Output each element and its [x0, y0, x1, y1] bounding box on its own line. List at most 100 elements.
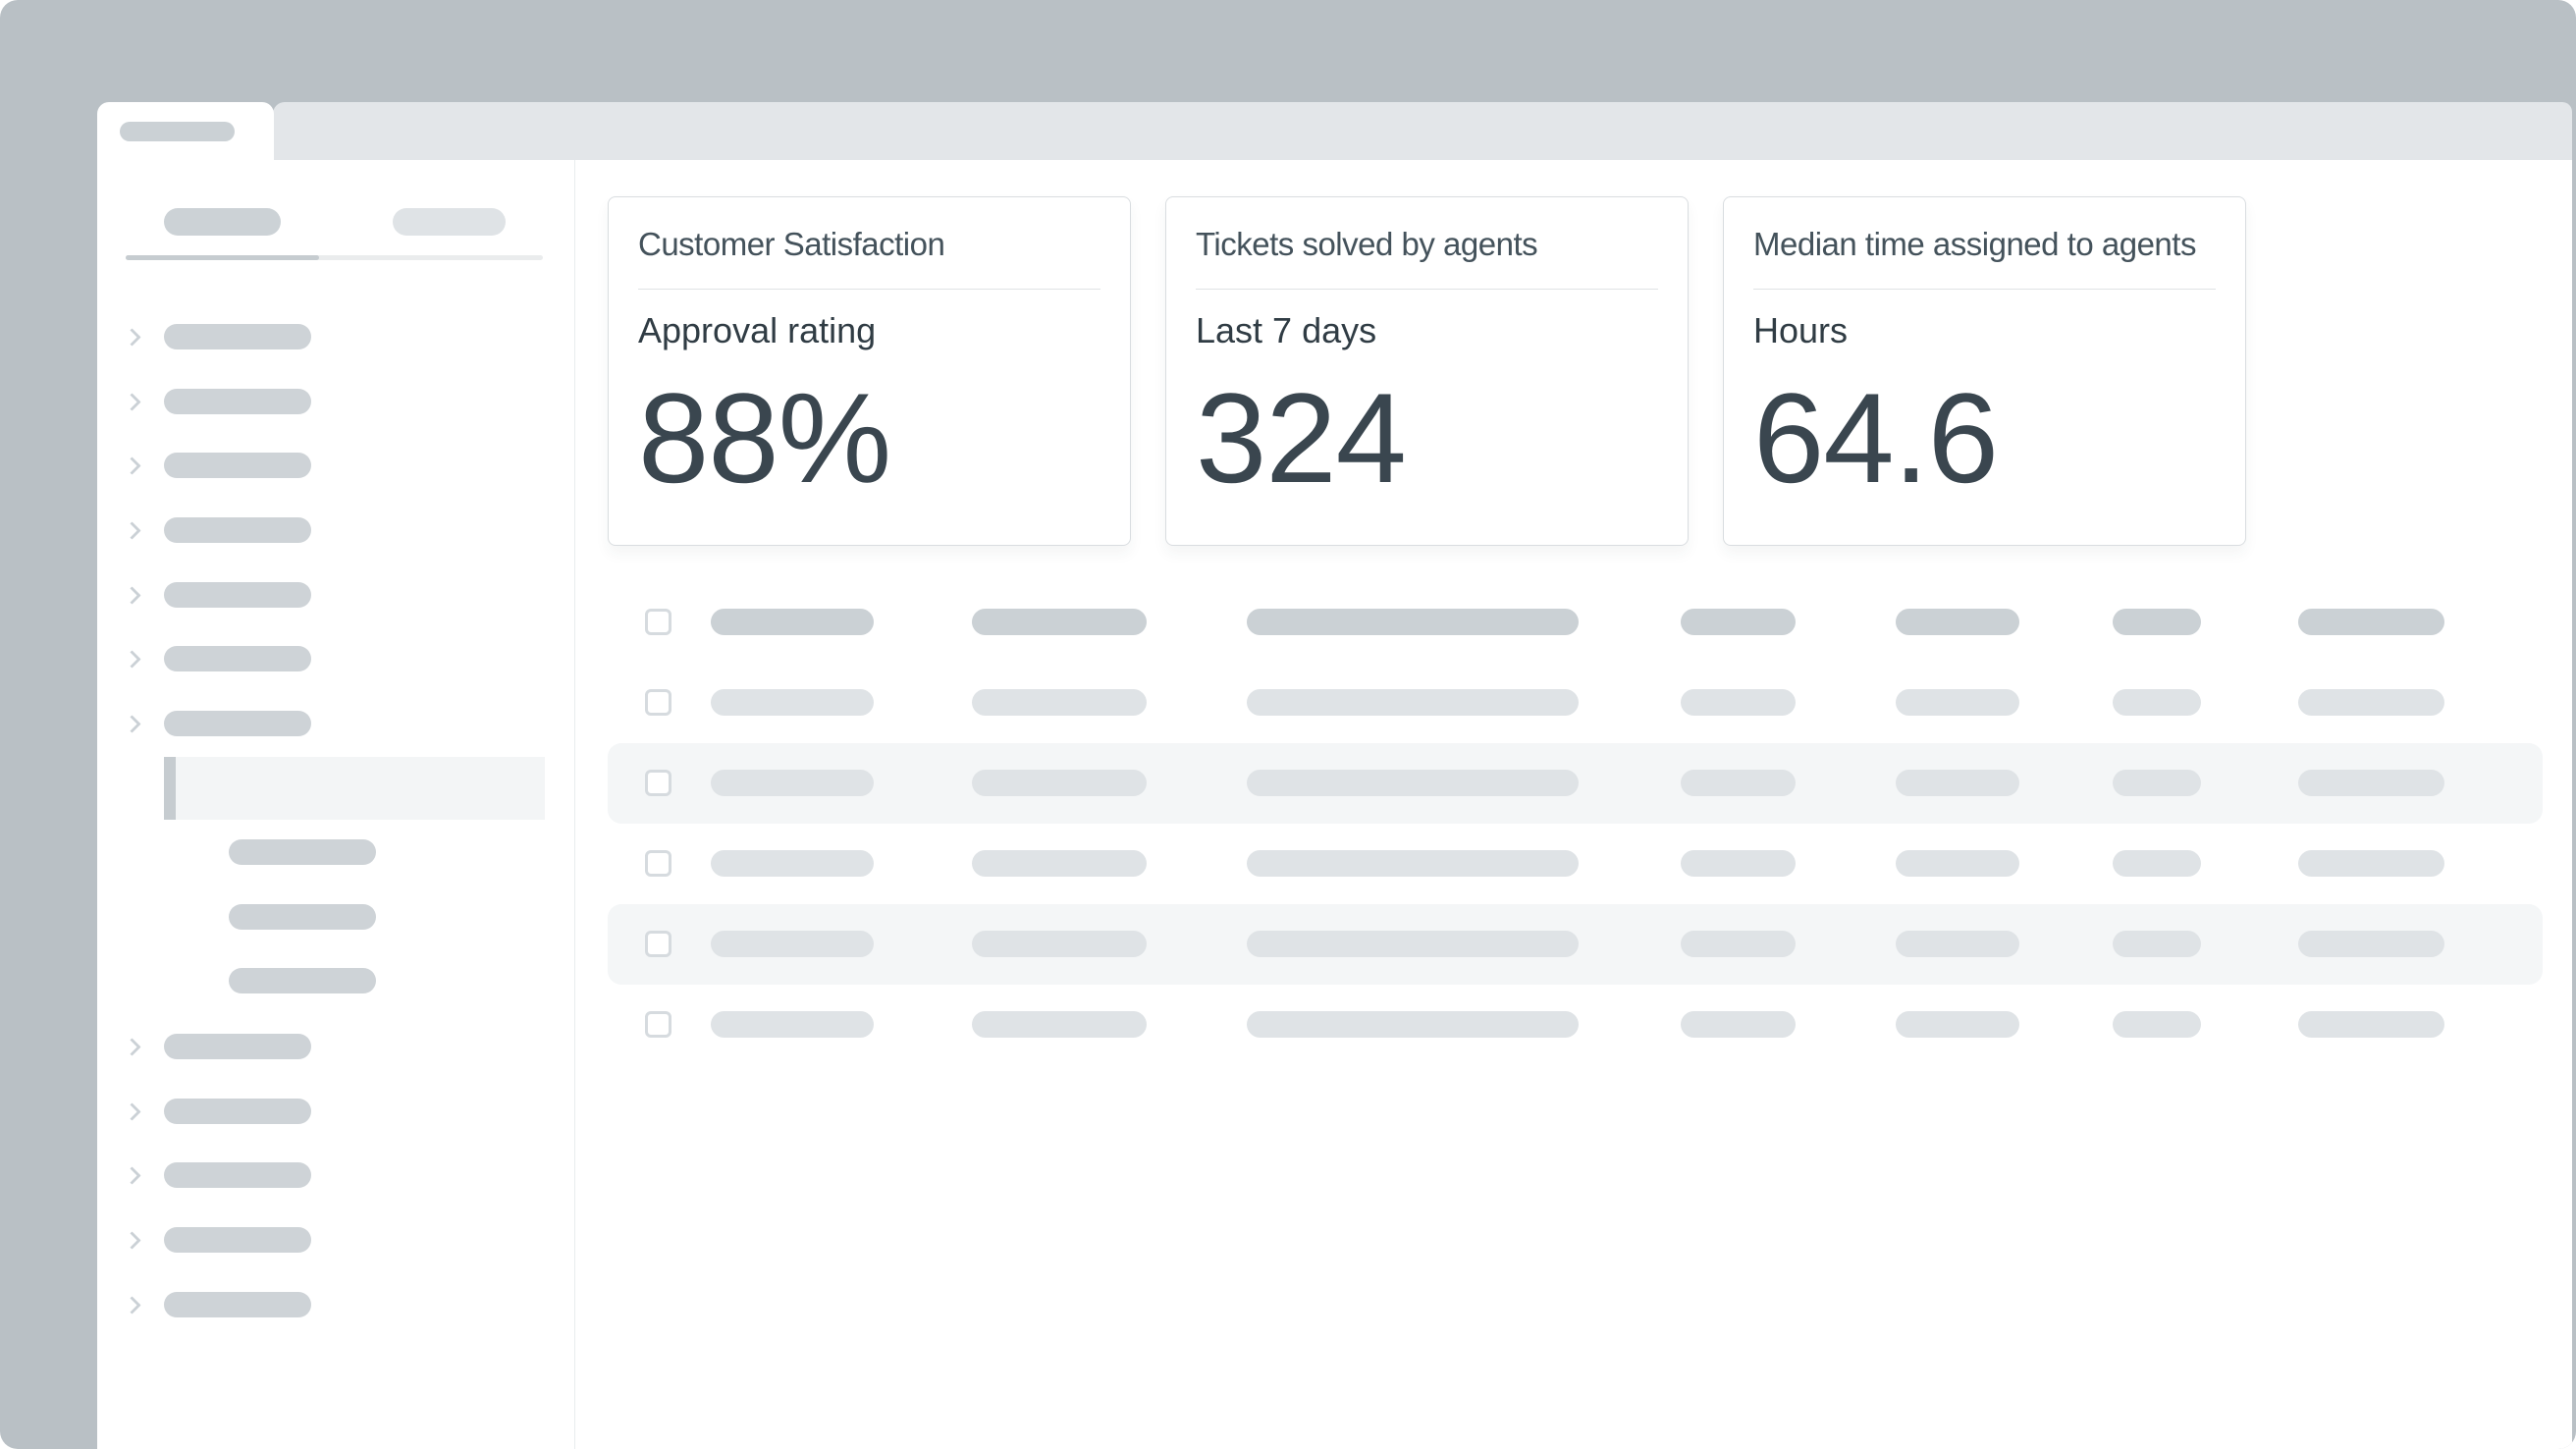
tab-title-placeholder — [120, 121, 235, 141]
cell-placeholder — [1896, 931, 2019, 957]
sidebar-nav-top-item[interactable] — [97, 324, 311, 349]
row-checkbox[interactable] — [645, 931, 671, 957]
cell-placeholder — [1247, 1011, 1579, 1038]
chevron-right-icon — [125, 1167, 140, 1183]
chevron-right-icon — [125, 587, 140, 603]
table-row[interactable] — [608, 663, 2543, 743]
row-checkbox[interactable] — [645, 770, 671, 796]
sidebar-tab-inactive[interactable] — [393, 208, 506, 236]
sidebar-sub-item[interactable] — [229, 903, 376, 930]
window-body: Customer Satisfaction Approval rating 88% T… — [97, 160, 2572, 1449]
cell-placeholder — [711, 1011, 874, 1038]
row-checkbox[interactable] — [645, 689, 671, 716]
sidebar-tabs-divider — [126, 255, 543, 260]
sidebar-item-label-placeholder — [164, 646, 311, 672]
browser-tab[interactable] — [97, 102, 274, 160]
sidebar-sub-items — [229, 839, 376, 994]
sidebar-item-label-placeholder — [164, 388, 311, 414]
table-row[interactable] — [608, 985, 2543, 1065]
sidebar-selected-item[interactable] — [164, 757, 545, 820]
active-tab-underline — [126, 255, 319, 260]
cell-placeholder — [1681, 770, 1796, 796]
sidebar-nav-bottom-item[interactable] — [97, 1162, 311, 1189]
metric-card: Median time assigned to agents Hours 64.6 — [1723, 196, 2246, 546]
sidebar-nav-top-item[interactable] — [97, 581, 311, 608]
sidebar-sub-item[interactable] — [229, 839, 376, 865]
cell-placeholder — [972, 931, 1147, 957]
cell-placeholder — [1681, 850, 1796, 877]
sidebar-nav-bottom-item[interactable] — [97, 1227, 311, 1254]
metric-cards: Customer Satisfaction Approval rating 88% T… — [608, 196, 2246, 546]
cell-placeholder — [2298, 850, 2444, 877]
cell-placeholder — [972, 1011, 1147, 1038]
cell-placeholder — [1896, 770, 2019, 796]
sidebar-sub-item[interactable] — [229, 968, 376, 994]
chevron-right-icon — [125, 651, 140, 667]
chevron-right-icon — [125, 716, 140, 731]
chevron-right-icon — [125, 522, 140, 538]
metric-card-value: 88% — [638, 366, 891, 510]
cell-placeholder — [1896, 1011, 2019, 1038]
cell-placeholder — [2298, 609, 2444, 635]
cell-placeholder — [2298, 770, 2444, 796]
cell-placeholder — [711, 609, 874, 635]
sidebar-nav-top-item[interactable] — [97, 646, 311, 672]
cell-placeholder — [2113, 689, 2201, 716]
cell-placeholder — [2298, 1011, 2444, 1038]
sidebar-tab-active[interactable] — [164, 208, 281, 236]
cell-placeholder — [1681, 931, 1796, 957]
cell-placeholder — [972, 689, 1147, 716]
chevron-right-icon — [125, 457, 140, 473]
row-checkbox[interactable] — [645, 1011, 671, 1038]
table-row[interactable] — [608, 824, 2543, 904]
table-row[interactable] — [608, 904, 2543, 985]
sidebar-nav-bottom-item[interactable] — [97, 1034, 311, 1059]
metric-card-value: 64.6 — [1753, 366, 1999, 510]
browser-window: Customer Satisfaction Approval rating 88% T… — [97, 102, 2572, 1449]
chevron-right-icon — [125, 1297, 140, 1313]
sidebar-item-label-placeholder — [164, 1162, 311, 1189]
sidebar-nav-group-bottom — [97, 1034, 311, 1317]
sidebar — [97, 160, 575, 1449]
cell-placeholder — [2298, 689, 2444, 716]
metric-card-title: Median time assigned to agents — [1753, 226, 2196, 262]
cell-placeholder — [1681, 1011, 1796, 1038]
row-checkbox[interactable] — [645, 850, 671, 877]
cell-placeholder — [972, 770, 1147, 796]
sidebar-nav-top-item[interactable] — [97, 517, 311, 544]
cell-placeholder — [1896, 850, 2019, 877]
table-row[interactable] — [608, 743, 2543, 824]
cell-placeholder — [1247, 850, 1579, 877]
chevron-right-icon — [125, 1232, 140, 1248]
cell-placeholder — [972, 850, 1147, 877]
sidebar-nav-top-item[interactable] — [97, 453, 311, 479]
sidebar-item-label-placeholder — [164, 1227, 311, 1254]
sidebar-item-label-placeholder — [164, 1034, 311, 1059]
sidebar-nav-group-top — [97, 324, 311, 737]
metric-card-subtitle: Hours — [1753, 310, 1849, 350]
table-row[interactable] — [608, 582, 2543, 663]
metric-card-subtitle: Last 7 days — [1196, 310, 1377, 350]
cell-placeholder — [711, 931, 874, 957]
cell-placeholder — [2113, 609, 2201, 635]
metric-card-subtitle: Approval rating — [638, 310, 877, 350]
card-divider — [1196, 289, 1658, 290]
cell-placeholder — [1247, 609, 1579, 635]
cell-placeholder — [1247, 770, 1579, 796]
metric-card: Tickets solved by agents Last 7 days 324 — [1165, 196, 1689, 546]
sidebar-item-label-placeholder — [164, 711, 311, 737]
sidebar-nav-top-item[interactable] — [97, 388, 311, 414]
sidebar-nav-bottom-item[interactable] — [97, 1098, 311, 1124]
card-divider — [1753, 289, 2216, 290]
row-checkbox[interactable] — [645, 609, 671, 635]
cell-placeholder — [711, 850, 874, 877]
cell-placeholder — [711, 689, 874, 716]
data-table — [608, 582, 2543, 1065]
cell-placeholder — [1896, 609, 2019, 635]
cell-placeholder — [2113, 1011, 2201, 1038]
sidebar-nav-bottom-item[interactable] — [97, 1291, 311, 1317]
sidebar-tabs — [164, 208, 506, 236]
sidebar-nav-top-item[interactable] — [97, 711, 311, 737]
selected-item-indicator — [164, 757, 176, 820]
